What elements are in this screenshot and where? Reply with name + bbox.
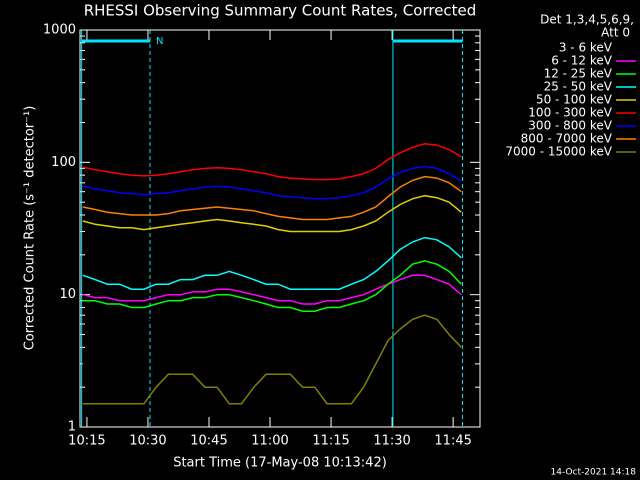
series-line [82,194,462,233]
y-tick-label: 1 [68,420,76,435]
series-line [82,260,462,312]
y-tick-label: 1000 [43,23,76,38]
series-line [82,274,462,305]
legend-label: 3 - 6 keV [559,41,613,55]
series-line [82,165,462,200]
legend-label: 12 - 25 keV [544,67,613,81]
series-line [82,236,462,290]
plot-frame [79,29,481,428]
x-tick-label: 10:30 [129,434,166,449]
x-tick-label: 10:15 [68,434,105,449]
footer: 14-Oct-2021 14:18 [551,468,637,478]
x-tick-label: 11:45 [434,434,471,449]
y-tick-label: 100 [51,155,76,170]
chart-title: RHESSI Observing Summary Count Rates, Co… [84,2,477,20]
legend-header: Att 0 [601,26,630,40]
y-axis-label: Corrected Count Rate (s⁻¹ detector⁻¹) [23,106,38,351]
x-axis-label: Start Time (17-May-08 10:13:42) [173,456,387,471]
x-tick-label: 11:15 [312,434,349,449]
x-tick-label: 10:45 [190,434,227,449]
series-line [82,143,462,181]
series-line [82,314,462,405]
legend-label: 100 - 300 keV [528,106,612,120]
x-tick-label: 11:00 [251,434,288,449]
series-line [82,175,462,221]
legend-header: Det 1,3,4,5,6,9, [540,13,634,27]
y-tick-label: 10 [59,287,76,302]
x-tick-label: 11:30 [373,434,410,449]
legend-label: 7000 - 15000 keV [505,145,612,159]
legend-label: 300 - 800 keV [528,119,612,133]
legend-label: 50 - 100 keV [536,93,613,107]
legend-label: 800 - 7000 keV [521,132,613,146]
interval-label: N [156,36,163,47]
legend-label: 25 - 50 keV [544,80,613,94]
legend-label: 6 - 12 keV [551,54,613,68]
